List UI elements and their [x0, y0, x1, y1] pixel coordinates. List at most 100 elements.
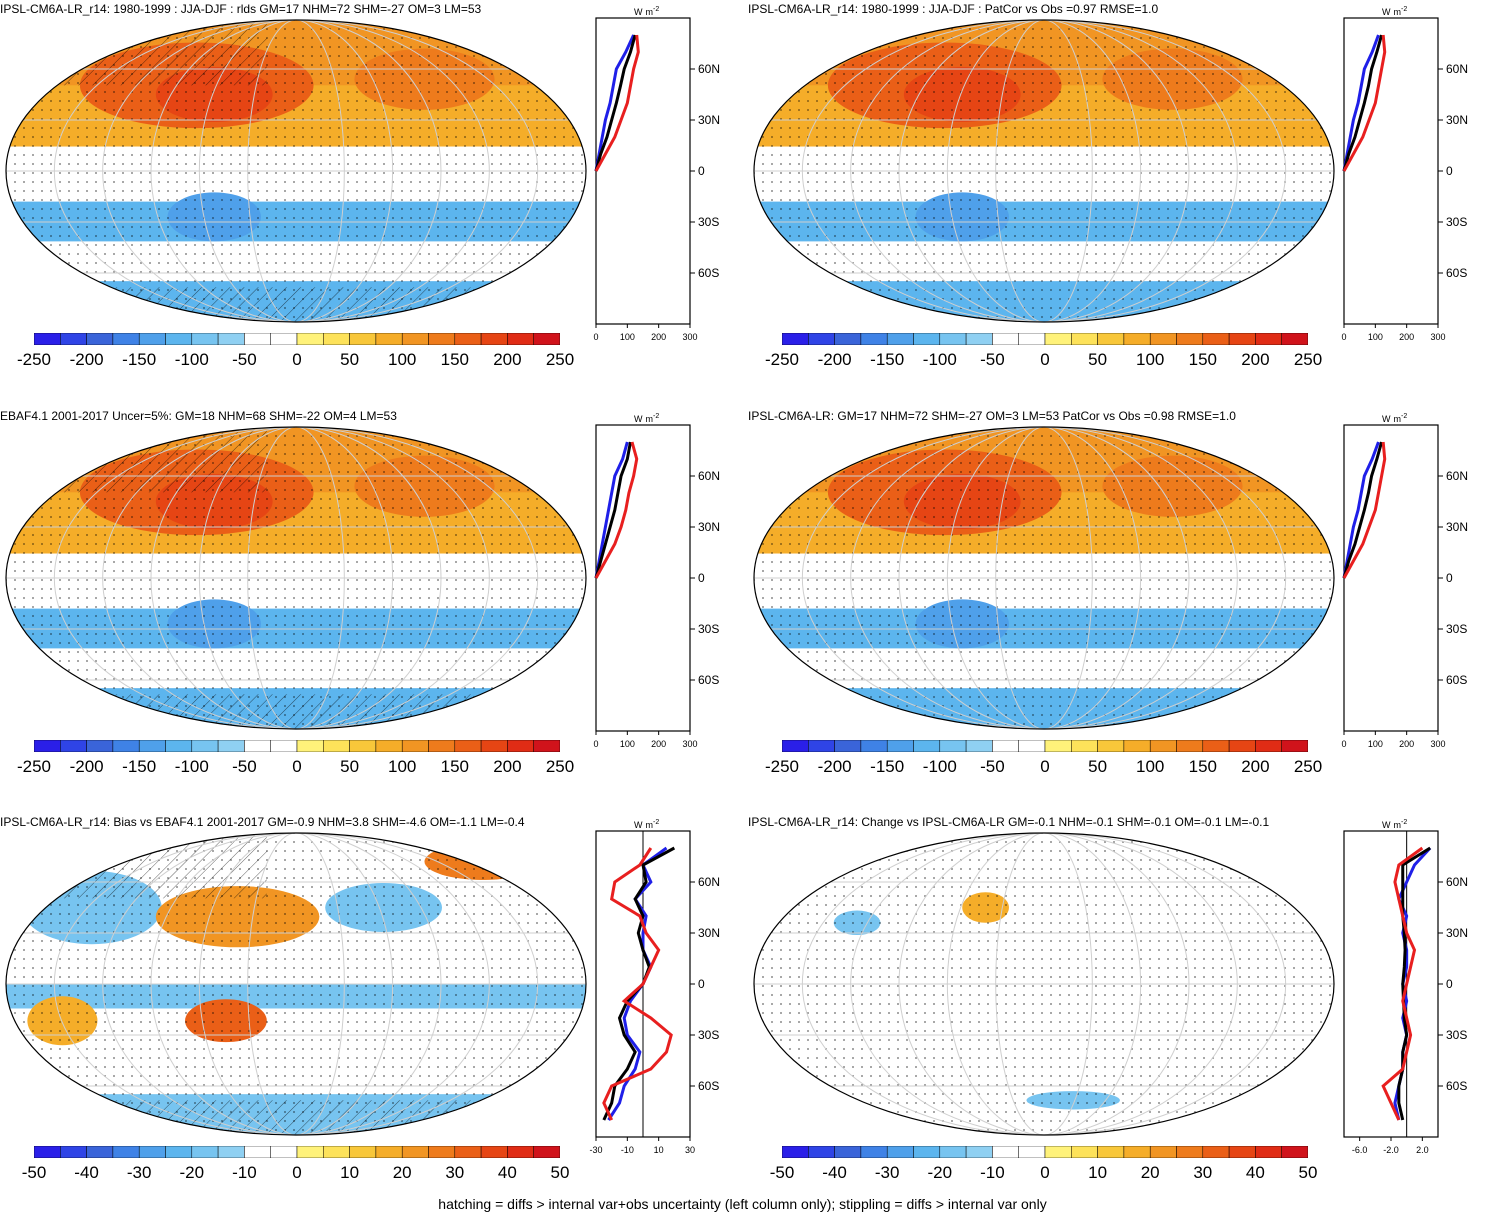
colorbar-swatch: [834, 740, 862, 752]
colorbar-tick-label: -200: [817, 757, 852, 776]
colorbar-tick-label: 150: [440, 350, 469, 369]
colorbar-swatch: [244, 740, 271, 752]
colorbar-swatch: [86, 740, 114, 752]
colorbar-swatch: [860, 740, 888, 752]
colorbar-swatch: [1071, 333, 1098, 345]
colorbar-swatch: [270, 333, 298, 345]
x-tick-label: 100: [1368, 739, 1383, 749]
colorbar-swatch: [375, 1146, 403, 1158]
colorbar-swatch: [507, 740, 534, 752]
lat-tick-label: 30N: [698, 926, 720, 940]
series-land: [602, 847, 673, 1121]
colorbar-swatch: [1018, 333, 1046, 345]
colorbar-swatch: [1097, 740, 1125, 752]
series-zonal-mean: [594, 441, 632, 579]
colorbar-tick-label: -100: [174, 757, 209, 776]
series-land: [1342, 34, 1387, 172]
lat-tick-label: 30S: [698, 622, 719, 636]
x-tick-label: -2.0: [1383, 1145, 1399, 1155]
lat-tick-label: 60N: [1446, 62, 1468, 76]
colorbar-swatch: [34, 1146, 61, 1158]
colorbar-swatch: [533, 740, 560, 752]
colorbar-swatch: [1228, 333, 1256, 345]
colorbar-swatch: [1281, 740, 1308, 752]
colorbar-tick-label: 50: [1298, 1163, 1318, 1182]
colorbar-swatch: [480, 740, 508, 752]
x-tick-label: -6.0: [1352, 1145, 1368, 1155]
colorbar-swatch: [913, 333, 941, 345]
colorbar-swatch: [270, 740, 298, 752]
colorbar-swatch: [782, 1146, 809, 1158]
colorbar-swatch: [1149, 1146, 1177, 1158]
colorbar-tick-label: -200: [69, 350, 104, 369]
x-tick-label: 30: [685, 1145, 695, 1155]
lat-tick-label: 0: [1446, 571, 1453, 585]
lat-tick-label: 30S: [1446, 1028, 1467, 1042]
colorbar-swatch: [296, 333, 324, 345]
panel-title: IPSL-CM6A-LR_r14: Change vs IPSL-CM6A-LR…: [748, 815, 1270, 829]
colorbar-swatch: [939, 333, 967, 345]
colorbar-swatch: [808, 333, 835, 345]
colorbar-tick-label: -50: [21, 1163, 47, 1182]
colorbar-tick-label: 50: [340, 350, 360, 369]
colorbar-tick-label: -10: [980, 1163, 1005, 1182]
colorbar-swatch: [480, 333, 508, 345]
colorbar-swatch: [349, 740, 377, 752]
colorbar-swatch: [782, 740, 809, 752]
colorbar-tick-label: 0: [1040, 350, 1050, 369]
colorbar-swatch: [965, 1146, 993, 1158]
lat-tick-label: 30N: [1446, 520, 1468, 534]
colorbar-tick-label: -50: [769, 1163, 795, 1182]
colorbar-swatch: [886, 740, 914, 752]
colorbar-swatch: [34, 333, 61, 345]
lat-tick-label: 30N: [698, 520, 720, 534]
colorbar-tick-label: 100: [388, 757, 417, 776]
x-tick-label: 300: [682, 739, 697, 749]
colorbar-swatch: [1071, 1146, 1098, 1158]
lat-tick-label: 30N: [1446, 113, 1468, 127]
series-zonal-mean: [1397, 846, 1431, 1121]
colorbar-tick-label: 0: [1040, 757, 1050, 776]
x-tick-label: 200: [1399, 332, 1414, 342]
lat-tick-label: 60N: [698, 875, 720, 889]
colorbar-swatch: [60, 740, 87, 752]
colorbar-swatch: [1228, 740, 1256, 752]
colorbar-swatch: [323, 333, 350, 345]
lat-tick-label: 60S: [1446, 1079, 1467, 1093]
map: [753, 426, 1335, 730]
series-zonal-mean: [1342, 34, 1384, 172]
x-tick-label: 200: [651, 332, 666, 342]
x-tick-label: 200: [1399, 739, 1414, 749]
lat-tick-label: 60S: [698, 266, 719, 280]
panel-title: IPSL-CM6A-LR: GM=17 NHM=72 SHM=-27 OM=3 …: [748, 409, 1236, 423]
x-tick-label: 300: [1430, 739, 1445, 749]
colorbar-tick-label: -50: [980, 757, 1005, 776]
colorbar-swatch: [86, 333, 114, 345]
colorbar-swatch: [34, 740, 61, 752]
panel-model: IPSL-CM6A-LR_r14: 1980-1999 : JJA-DJF : …: [0, 0, 737, 400]
colorbar-tick-label: 200: [493, 350, 522, 369]
colorbar-swatch: [244, 333, 271, 345]
panel-model-patcor: IPSL-CM6A-LR_r14: 1980-1999 : JJA-DJF : …: [748, 0, 1485, 400]
colorbar-tick-label: 50: [1088, 757, 1108, 776]
colorbar-tick-label: 50: [550, 1163, 570, 1182]
colorbar-swatch: [217, 333, 245, 345]
colorbar-tick-label: 200: [493, 757, 522, 776]
colorbar-swatch: [112, 740, 140, 752]
lat-tick-label: 60N: [698, 62, 720, 76]
colorbar-tick-label: 150: [440, 757, 469, 776]
colorbar-swatch: [782, 333, 809, 345]
colorbar-swatch: [860, 333, 888, 345]
colorbar-tick-label: -100: [922, 350, 957, 369]
lat-tick-label: 30S: [1446, 622, 1467, 636]
colorbar-swatch: [834, 333, 862, 345]
x-tick-label: 100: [620, 332, 635, 342]
colorbar-tick-label: 30: [1193, 1163, 1213, 1182]
colorbar-swatch: [939, 740, 967, 752]
colorbar-swatch: [1202, 333, 1230, 345]
x-tick-label: 100: [620, 739, 635, 749]
